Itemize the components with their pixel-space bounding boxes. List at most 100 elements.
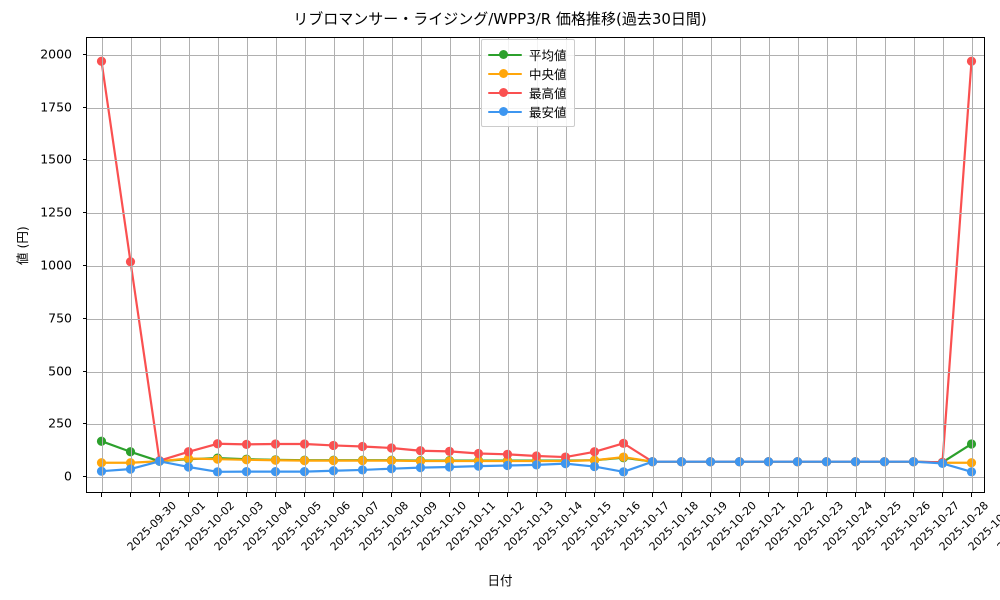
gridline-vertical <box>971 38 973 492</box>
legend-label: 平均値 <box>529 48 567 63</box>
gridline-vertical <box>420 38 422 492</box>
gridline-vertical <box>304 38 306 492</box>
gridline-vertical <box>855 38 857 492</box>
y-tick-label: 1750 <box>40 99 72 115</box>
legend-item[interactable]: 最高値 <box>488 83 567 102</box>
gridline-vertical <box>333 38 335 492</box>
x-tick-mark <box>535 493 537 497</box>
y-tick-label: 1500 <box>40 151 72 167</box>
legend-marker-icon <box>488 49 522 61</box>
y-tick-label: 500 <box>48 363 72 379</box>
y-tick-mark <box>82 53 86 55</box>
gridline-horizontal <box>87 371 984 373</box>
gridline-horizontal <box>87 266 984 267</box>
gridline-vertical <box>130 38 132 492</box>
plot-area <box>86 37 985 493</box>
x-tick-mark <box>883 493 885 497</box>
y-tick-mark <box>82 423 86 425</box>
y-tick-mark <box>82 212 86 214</box>
legend-label: 中央値 <box>529 67 567 82</box>
x-tick-mark <box>187 493 189 497</box>
page-title: リブロマンサー・ライジング/WPP3/R 価格推移(過去30日間) <box>293 10 707 28</box>
gridline-vertical <box>449 38 451 492</box>
gridline-horizontal <box>87 477 984 479</box>
x-axis-tick-labels: 2025-09-30 2025-10-01 2025-10-02 2025-10-03… <box>0 493 1000 573</box>
series-marker <box>270 467 281 477</box>
legend-marker-icon <box>488 68 522 80</box>
legend-item[interactable]: 中央値 <box>488 64 567 83</box>
y-tick-mark <box>82 106 86 108</box>
y-tick-mark <box>82 159 86 161</box>
y-tick-label: 1250 <box>40 204 72 220</box>
series-marker <box>299 467 310 477</box>
series-marker <box>241 455 252 465</box>
legend-marker-icon <box>488 106 522 118</box>
gridline-vertical <box>565 38 567 492</box>
x-tick-mark <box>477 493 479 497</box>
series-marker <box>241 467 252 477</box>
x-tick-mark <box>506 493 508 497</box>
y-tick-mark <box>82 265 86 266</box>
gridline-vertical <box>275 38 277 492</box>
x-tick-mark <box>593 493 595 497</box>
legend-item[interactable]: 最安値 <box>488 102 567 121</box>
gridline-vertical <box>797 38 799 492</box>
gridline-horizontal <box>87 424 984 426</box>
x-tick-mark <box>854 493 856 497</box>
y-tick-label: 750 <box>48 310 72 326</box>
x-tick-mark <box>100 493 102 497</box>
x-tick-mark <box>622 493 624 497</box>
gridline-vertical <box>536 38 538 492</box>
x-axis-tick-marks <box>86 493 985 498</box>
x-tick-mark <box>245 493 247 497</box>
gridline-horizontal <box>87 318 984 320</box>
legend-marker-icon <box>488 87 522 99</box>
x-tick-mark <box>216 493 218 497</box>
x-tick-mark <box>564 493 566 497</box>
x-axis-label: 日付 <box>487 573 513 588</box>
x-tick-mark <box>448 493 450 497</box>
series-marker <box>328 440 339 451</box>
gridline-vertical <box>681 38 683 492</box>
gridline-vertical <box>826 38 828 492</box>
x-tick-mark <box>129 493 131 497</box>
gridline-vertical <box>391 38 393 492</box>
x-tick-mark <box>274 493 276 497</box>
x-tick-mark <box>796 493 798 497</box>
x-tick-mark <box>912 493 914 497</box>
x-tick-mark <box>970 493 972 497</box>
legend-item[interactable]: 平均値 <box>488 45 567 64</box>
y-tick-mark <box>82 370 86 372</box>
gridline-vertical <box>739 38 741 492</box>
gridline-vertical <box>942 38 944 492</box>
series-marker <box>502 460 513 471</box>
gridline-horizontal <box>87 160 984 162</box>
gridline-vertical <box>594 38 596 492</box>
y-tick-mark <box>82 317 86 319</box>
gridline-vertical <box>884 38 886 492</box>
x-tick-mark <box>825 493 827 497</box>
legend-label: 最安値 <box>529 105 567 120</box>
gridline-vertical <box>652 38 654 492</box>
gridline-vertical <box>507 38 509 492</box>
series-marker <box>299 439 310 449</box>
series-marker <box>270 439 281 449</box>
y-tick-label: 250 <box>48 415 72 431</box>
gridline-vertical <box>623 38 625 492</box>
gridline-vertical <box>217 38 219 492</box>
x-tick-mark <box>158 493 160 497</box>
series-marker <box>328 456 339 466</box>
chart-legend: 平均値中央値最高値最安値 <box>481 39 575 127</box>
x-tick-mark <box>390 493 392 497</box>
y-tick-mark <box>82 476 86 478</box>
x-tick-mark <box>738 493 740 497</box>
legend-label: 最高値 <box>529 86 567 101</box>
series-marker <box>241 439 252 449</box>
gridline-vertical <box>710 38 712 492</box>
x-tick-mark <box>767 493 769 497</box>
gridline-vertical <box>159 38 161 492</box>
x-tick-mark <box>419 493 421 497</box>
gridline-vertical <box>362 38 364 492</box>
y-tick-label: 1000 <box>40 257 72 273</box>
